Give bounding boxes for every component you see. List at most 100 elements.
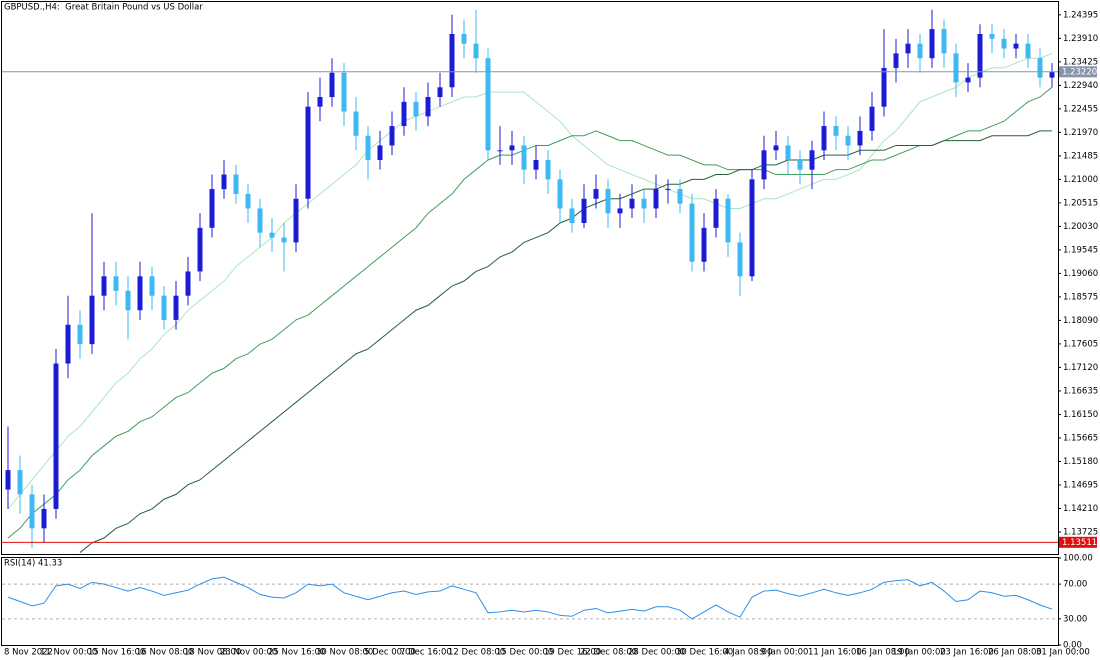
- x-tick-label: 9 Jan 00:00: [760, 648, 808, 658]
- x-tick-label: 26 Jan 08:00: [988, 648, 1042, 658]
- candle-body: [641, 198, 647, 209]
- candle-body: [677, 189, 683, 204]
- candle-body: [557, 179, 563, 209]
- x-tick-label: 19 Dec 16:00: [544, 648, 601, 658]
- x-tick-label: 19 Jan 00:00: [892, 648, 946, 658]
- candle-body: [341, 72, 347, 112]
- x-tick-label: 23 Nov 00:00: [220, 648, 277, 658]
- moving-average: [79, 130, 1052, 553]
- y-tick-label: 1.19545: [1063, 245, 1098, 255]
- candle-body: [497, 150, 503, 152]
- candle-body: [581, 198, 587, 223]
- x-tick-label: 16 Nov 08:00: [136, 648, 193, 658]
- candle-body: [353, 111, 359, 136]
- y-tick-label: 1.21000: [1063, 175, 1098, 185]
- candle-body: [233, 174, 239, 194]
- candle-body: [125, 290, 131, 311]
- candle-body: [161, 295, 167, 320]
- candle-body: [149, 276, 155, 296]
- candle-body: [881, 67, 887, 107]
- candle-body: [245, 193, 251, 209]
- candle-body: [65, 324, 71, 364]
- candle-body: [449, 33, 455, 88]
- x-tick-label: 28 Dec 00:00: [628, 648, 685, 658]
- candle-body: [89, 295, 95, 345]
- candle-body: [821, 126, 827, 151]
- price-label: 1.13511: [1062, 538, 1097, 548]
- candle-body: [425, 96, 431, 117]
- candle-body: [545, 159, 551, 180]
- x-tick-label: 8 Nov 2022: [4, 648, 53, 658]
- y-tick-label: 1.17605: [1063, 339, 1098, 349]
- price-label: 1.23220: [1062, 67, 1097, 77]
- candle-body: [917, 43, 923, 59]
- moving-average: [7, 52, 1053, 510]
- candle-body: [1037, 58, 1043, 78]
- y-tick-label: 1.18575: [1063, 292, 1098, 302]
- candle-body: [569, 208, 575, 223]
- candle-body: [929, 29, 935, 59]
- candle-body: [305, 106, 311, 199]
- price-label-box: [1059, 66, 1097, 78]
- x-tick-label: 5 Dec 00:00: [364, 648, 416, 658]
- y-tick-label: 1.14695: [1063, 480, 1098, 490]
- x-tick-label: 4 Jan 08:00: [724, 648, 772, 658]
- candle-body: [1025, 43, 1031, 59]
- candle-body: [269, 232, 275, 238]
- candle-body: [605, 189, 611, 214]
- x-tick-label: 22 Dec 08:00: [580, 648, 637, 658]
- candle-body: [41, 508, 47, 529]
- candle-body: [845, 135, 851, 146]
- candle-body: [437, 87, 443, 97]
- candle-body: [185, 271, 191, 296]
- candle-body: [113, 276, 119, 291]
- candle-body: [617, 208, 623, 214]
- candle-body: [941, 29, 947, 54]
- rsi-panel: [1, 557, 1059, 646]
- candle-body: [293, 198, 299, 243]
- x-tick-label: 30 Dec 16:00: [676, 648, 733, 658]
- candle-body: [533, 159, 539, 170]
- y-tick-label: 1.19060: [1063, 269, 1098, 279]
- candle-body: [989, 33, 995, 39]
- y-tick-label: 1.22455: [1063, 104, 1098, 114]
- candle-body: [5, 470, 11, 490]
- candle-body: [257, 208, 263, 233]
- y-tick-label: 1.23425: [1063, 57, 1098, 67]
- candle-body: [485, 58, 491, 151]
- candle-body: [785, 145, 791, 160]
- candle-body: [953, 53, 959, 83]
- y-tick-label: 1.23910: [1063, 34, 1098, 44]
- y-tick-label: 1.20515: [1063, 198, 1098, 208]
- candle-body: [737, 242, 743, 277]
- candle-body: [137, 276, 143, 311]
- x-tick-label: 23 Jan 16:00: [940, 648, 994, 658]
- rsi-line: [7, 576, 1053, 620]
- candle-body: [701, 227, 707, 262]
- candle-body: [773, 145, 779, 151]
- y-tick-label: 100.00: [1063, 554, 1093, 564]
- candle-body: [725, 198, 731, 243]
- chart-title: GBPUSD.,H4: Great Britain Pound vs US Do…: [4, 3, 203, 13]
- candle-body: [209, 189, 215, 228]
- x-tick-label: 12 Dec 08:00: [448, 648, 505, 658]
- price-label-box: [1059, 536, 1097, 548]
- x-tick-label: 25 Nov 16:00: [268, 648, 325, 658]
- candle-body: [197, 227, 203, 272]
- candle-body: [281, 237, 287, 243]
- candle-body: [77, 324, 83, 345]
- candle-body: [665, 189, 671, 191]
- candle-body: [329, 72, 335, 97]
- candle-body: [749, 179, 755, 277]
- y-tick-label: 1.15180: [1063, 457, 1098, 467]
- y-tick-label: 1.24395: [1063, 10, 1098, 20]
- candle-body: [1001, 38, 1007, 49]
- candle-body: [965, 77, 971, 83]
- y-tick-label: 1.13725: [1063, 527, 1098, 537]
- y-tick-label: 30.00: [1063, 614, 1087, 624]
- candle-body: [797, 159, 803, 170]
- candle-body: [461, 33, 467, 44]
- candle-body: [17, 470, 23, 495]
- y-tick-label: 1.16150: [1063, 410, 1098, 420]
